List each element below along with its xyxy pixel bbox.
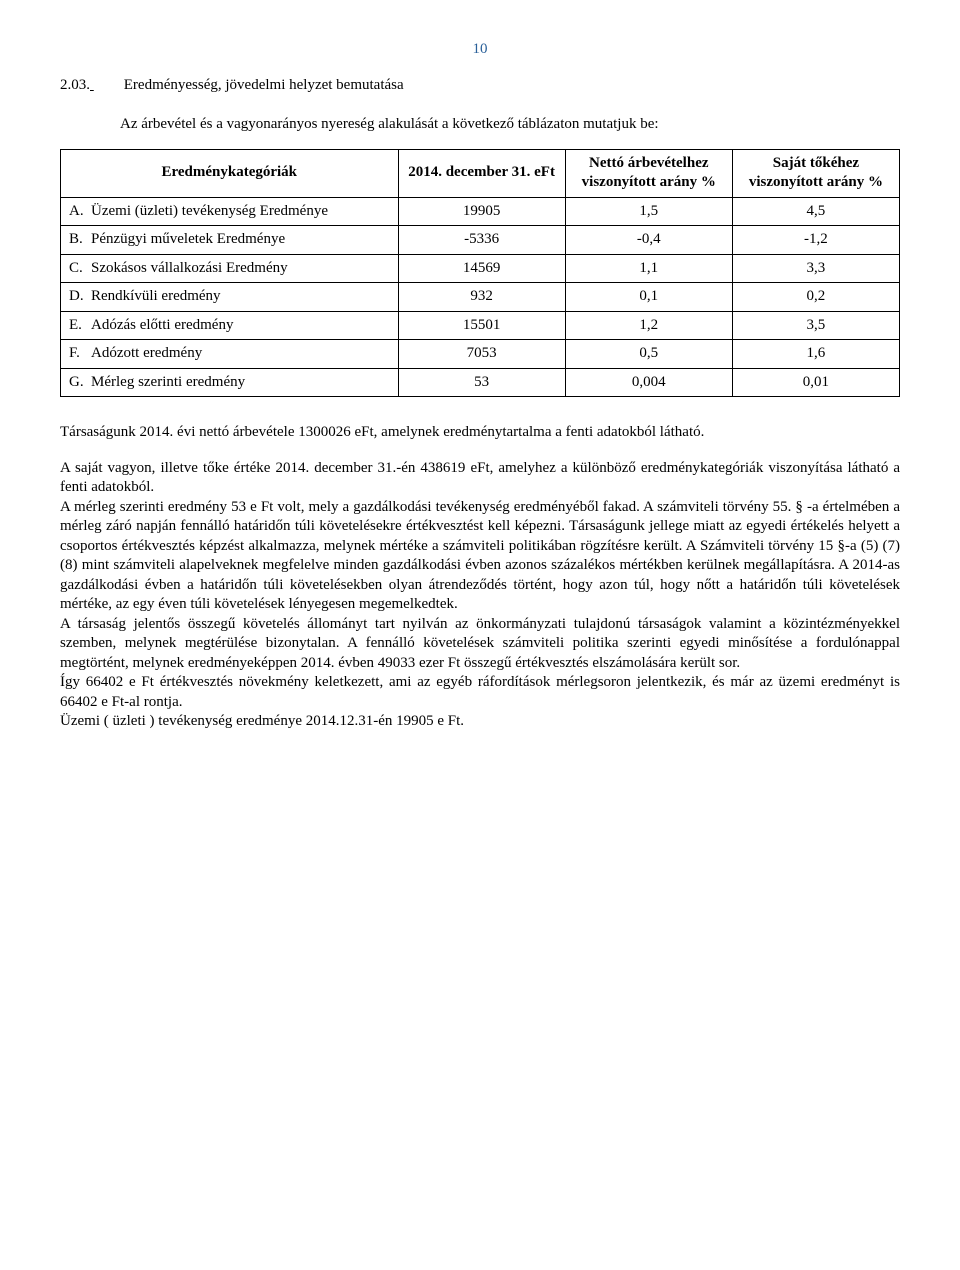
section-title: Eredményesség, jövedelmi helyzet bemutat… — [124, 76, 404, 96]
row-label: Üzemi (üzleti) tevékenység Eredménye — [91, 203, 328, 219]
table-row: E.Adózás előtti eredmény 15501 1,2 3,5 — [61, 311, 900, 340]
table-header-row: Eredménykategóriák 2014. december 31. eF… — [61, 149, 900, 197]
row-label: Mérleg szerinti eredmény — [91, 374, 245, 390]
cell-value: -0,4 — [565, 226, 732, 255]
row-letter: C. — [69, 259, 91, 279]
cell-value: -5336 — [398, 226, 565, 255]
row-letter: D. — [69, 287, 91, 307]
table-row: D.Rendkívüli eredmény 932 0,1 0,2 — [61, 283, 900, 312]
cell-value: 1,2 — [565, 311, 732, 340]
cell-value: 53 — [398, 368, 565, 397]
cell-value: -1,2 — [732, 226, 899, 255]
table-row: C.Szokásos vállalkozási Eredmény 14569 1… — [61, 254, 900, 283]
cell-value: 0,004 — [565, 368, 732, 397]
page-number: 10 — [60, 40, 900, 60]
cell-value: 7053 — [398, 340, 565, 369]
section-number: 2.03. — [60, 76, 90, 96]
row-letter: A. — [69, 202, 91, 222]
row-letter: G. — [69, 373, 91, 393]
row-letter: F. — [69, 344, 91, 364]
table-row: G.Mérleg szerinti eredmény 53 0,004 0,01 — [61, 368, 900, 397]
header-col1: 2014. december 31. eFt — [398, 149, 565, 197]
cell-value: 3,3 — [732, 254, 899, 283]
table-row: A.Üzemi (üzleti) tevékenység Eredménye 1… — [61, 197, 900, 226]
row-letter: B. — [69, 230, 91, 250]
paragraph-2: A saját vagyon, illetve tőke értéke 2014… — [60, 459, 900, 732]
cell-value: 932 — [398, 283, 565, 312]
results-table: Eredménykategóriák 2014. december 31. eF… — [60, 149, 900, 398]
paragraph-1: Társaságunk 2014. évi nettó árbevétele 1… — [60, 423, 900, 443]
intro-paragraph: Az árbevétel és a vagyonarányos nyereség… — [120, 115, 900, 135]
cell-value: 0,01 — [732, 368, 899, 397]
row-letter: E. — [69, 316, 91, 336]
cell-value: 3,5 — [732, 311, 899, 340]
row-label: Adózás előtti eredmény — [91, 317, 233, 333]
cell-value: 19905 — [398, 197, 565, 226]
row-label: Rendkívüli eredmény — [91, 288, 221, 304]
row-label: Pénzügyi műveletek Eredménye — [91, 231, 285, 247]
cell-value: 15501 — [398, 311, 565, 340]
cell-value: 1,5 — [565, 197, 732, 226]
cell-value: 0,2 — [732, 283, 899, 312]
table-row: B.Pénzügyi műveletek Eredménye -5336 -0,… — [61, 226, 900, 255]
cell-value: 1,1 — [565, 254, 732, 283]
header-category: Eredménykategóriák — [61, 149, 399, 197]
row-label: Szokásos vállalkozási Eredmény — [91, 260, 288, 276]
cell-value: 1,6 — [732, 340, 899, 369]
cell-value: 14569 — [398, 254, 565, 283]
cell-value: 0,5 — [565, 340, 732, 369]
table-row: F.Adózott eredmény 7053 0,5 1,6 — [61, 340, 900, 369]
cell-value: 0,1 — [565, 283, 732, 312]
header-col2: Nettó árbevételhez viszonyított arány % — [565, 149, 732, 197]
section-heading: 2.03. Eredményesség, jövedelmi helyzet b… — [60, 76, 900, 96]
row-label: Adózott eredmény — [91, 345, 202, 361]
cell-value: 4,5 — [732, 197, 899, 226]
header-col3: Saját tőkéhez viszonyított arány % — [732, 149, 899, 197]
